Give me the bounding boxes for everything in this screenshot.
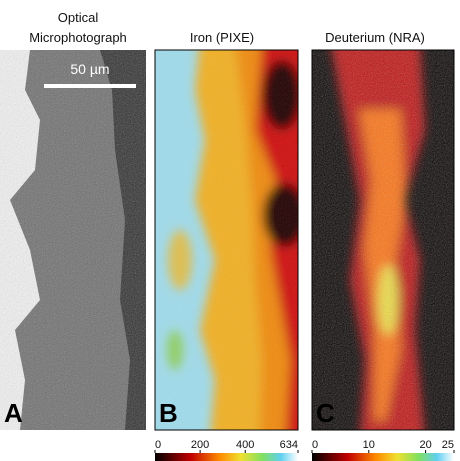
colorbar — [155, 453, 298, 461]
panel-letter: C — [316, 398, 335, 428]
panel-title: Iron (PIXE) — [190, 30, 254, 45]
colorbar-tick-label: 10 — [363, 439, 375, 451]
colorbar-tick-label: 200 — [191, 439, 209, 451]
panel-letter: A — [4, 398, 23, 428]
scale-bar-label: 50 µm — [70, 61, 109, 77]
panel-c-frame — [311, 49, 455, 431]
panel-title: Optical — [58, 10, 99, 25]
panel-letter: B — [159, 398, 178, 428]
panel-b-image — [155, 50, 298, 430]
colorbar-tick-label: 0 — [155, 439, 161, 451]
colorbar-tick-label: 634 — [280, 439, 298, 451]
panel-c-image — [312, 50, 454, 430]
panel-title: Microphotograph — [29, 30, 127, 45]
panel-b-frame — [154, 49, 299, 431]
colorbar-tick-label: 400 — [236, 439, 254, 451]
colorbar-tick-label: 0 — [312, 439, 318, 451]
colorbar-tick-label: 20 — [419, 439, 431, 451]
scale-bar — [44, 84, 136, 88]
colorbar — [312, 453, 454, 461]
colorbar-tick-label: 25 — [442, 439, 454, 451]
panel-a-image — [0, 50, 146, 430]
panel-title: Deuterium (NRA) — [325, 30, 425, 45]
